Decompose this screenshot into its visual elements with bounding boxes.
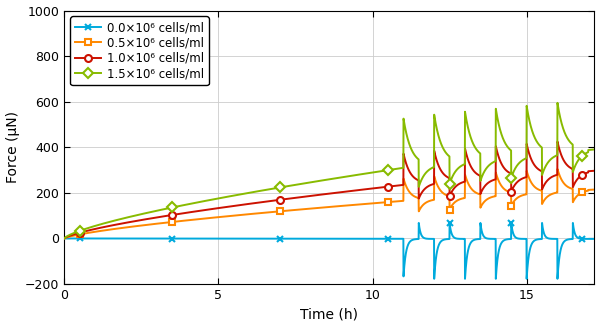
- Legend: 0.0×10⁶ cells/ml, 0.5×10⁶ cells/ml, 1.0×10⁶ cells/ml, 1.5×10⁶ cells/ml: 0.0×10⁶ cells/ml, 0.5×10⁶ cells/ml, 1.0×…: [70, 16, 209, 85]
- X-axis label: Time (h): Time (h): [301, 307, 358, 321]
- Y-axis label: Force (μN): Force (μN): [5, 111, 20, 183]
